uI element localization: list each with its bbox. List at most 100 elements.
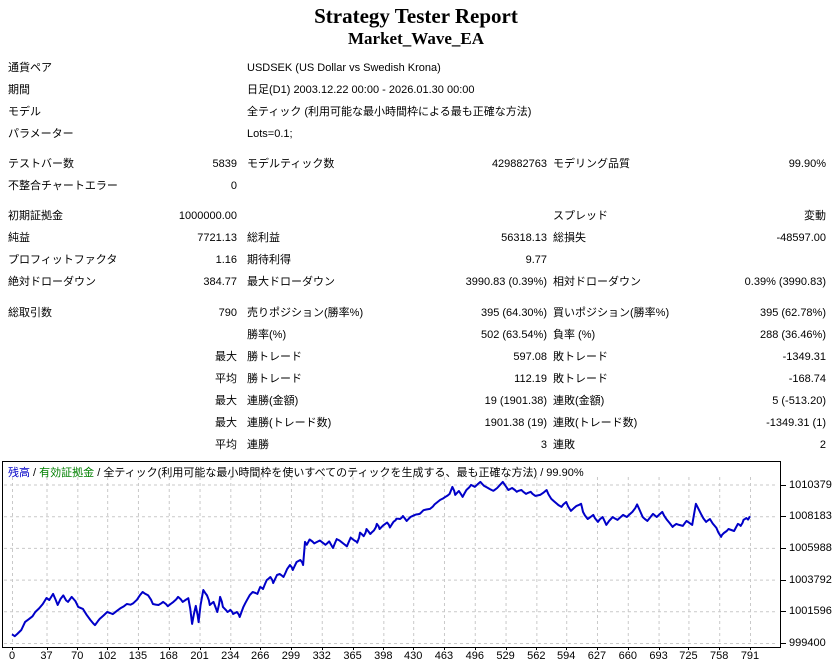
x-axis-tick [536,647,538,650]
report-row: 初期証拠金 1000000.00 スプレッド 変動 [0,208,832,228]
report-label-2: 売りポジション(勝率%) [247,307,364,319]
report-label-3: モデリング品質 [553,158,630,170]
legend-balance-label: 残高 [8,467,30,479]
report-label-2: 日足(D1) 2003.12.22 00:00 - 2026.01.30 00:… [247,84,475,96]
report-value-1: 384.77 [203,276,237,288]
x-axis-label: 234 [221,650,240,662]
x-axis-tick [383,647,385,650]
report-value-3: 5 (-513.20) [772,395,826,407]
report-value-1: 5839 [212,158,237,170]
report-label-1: 期間 [8,84,30,96]
report-row: テストバー数 5839 モデルティック数 429882763 モデリング品質 9… [0,156,832,176]
report-value-3: 99.90% [788,158,826,170]
report-value-2: 9.77 [525,254,547,266]
legend-model-text: 全ティック(利用可能な最小時間枠を使いすべてのティックを生成する、最も正確な方法… [103,467,584,479]
report-label-1: プロフィットファクタ [8,254,118,266]
x-axis-label: 398 [374,650,393,662]
report-label-1: 通貨ペア [8,62,52,74]
report-value-2: 56318.13 [501,232,547,244]
report-value-3: 288 (36.46%) [759,329,826,341]
x-axis-tick [260,647,262,650]
report-value-1: 1000000.00 [178,210,237,222]
report-row: 不整合チャートエラー 0 [0,178,832,198]
report-label-1: 絶対ドローダウン [8,276,96,288]
report-value-1: 1.16 [215,254,237,266]
x-axis-tick [658,647,660,650]
x-axis-label: 627 [587,650,607,662]
report-label-1: 不整合チャートエラー [8,180,118,192]
report-row: パラメーター Lots=0.1; [0,126,832,146]
report-label-3: 連敗(トレード数) [553,417,638,429]
report-value-2: 395 (64.30%) [480,307,547,319]
report-label-2: モデルティック数 [247,158,335,170]
y-axis-tick [781,579,786,581]
report-row: 最大 連勝(トレード数) 1901.38 (19) 連敗(トレード数) -134… [0,415,832,435]
x-axis-tick [137,647,139,650]
report-label-1: モデル [8,106,41,118]
report-label-2: 最大ドローダウン [247,276,335,288]
report-label-3: 連敗 [553,439,575,451]
ea-name: Market_Wave_EA [348,29,484,48]
report-label-3: 相対ドローダウン [553,276,641,288]
report-label-3: 連敗(金額) [553,395,605,407]
x-axis-tick [321,647,323,650]
legend-equity-label: 有効証拠金 [39,467,95,479]
legend-separator: / [30,467,40,479]
report-row: 通貨ペア USDSEK (US Dollar vs Swedish Krona) [0,60,832,80]
x-axis-label: 791 [740,650,760,662]
report-label-3: 敗トレード [553,373,608,385]
x-axis-label: 725 [679,650,698,662]
x-axis-tick [77,647,79,650]
report-label-2: 期待利得 [247,254,291,266]
x-axis-tick [750,647,751,650]
report-value-1: 0 [230,180,237,192]
report-value-2: 597.08 [513,351,547,363]
x-axis-tick [107,647,109,650]
equity-chart: 残高 / 有効証拠金 / 全ティック(利用可能な最小時間枠を使いすべてのティック… [2,461,781,648]
x-axis-label: 463 [434,650,454,662]
report-label-1: 純益 [8,232,30,244]
balance-curve [11,480,751,638]
y-axis-tick [781,611,786,613]
x-axis-label: 201 [190,650,209,662]
x-axis-label: 693 [649,650,668,662]
report-label-2: 全ティック (利用可能な最小時間枠による最も正確な方法) [247,106,532,118]
x-axis-tick [596,647,598,650]
y-axis-label: 1008183 [789,510,832,523]
report-value-2: 112.19 [514,373,547,385]
report-label-1: 総取引数 [8,307,52,319]
x-axis-label: 332 [312,650,331,662]
x-axis-label: 594 [557,650,576,662]
report-value-3: 変動 [804,210,826,222]
report-value-1: 最大 [215,351,237,363]
report-row: モデル 全ティック (利用可能な最小時間枠による最も正確な方法) [0,104,832,124]
report-value-3: -168.74 [788,373,826,385]
y-axis-label: 999400 [789,637,826,649]
report-value-1: 平均 [215,439,237,451]
x-axis-tick [443,647,445,650]
chart-legend: 残高 / 有効証拠金 / 全ティック(利用可能な最小時間枠を使いすべてのティック… [8,464,584,480]
x-axis-label: 168 [159,650,178,662]
x-axis-tick [474,647,476,650]
x-axis-label: 70 [71,650,84,662]
x-axis-tick [230,647,232,650]
report-value-1: 790 [218,307,237,319]
legend-separator: / [94,467,104,479]
report-value-1: 最大 [215,417,237,429]
report-value-2: 19 (1901.38) [484,395,547,407]
report-value-2: 3 [540,439,547,451]
x-axis-label: 529 [496,650,515,662]
report-row: 期間 日足(D1) 2003.12.22 00:00 - 2026.01.30 … [0,82,832,102]
report-value-3: -1349.31 [782,351,826,363]
report-row: 絶対ドローダウン 384.77 最大ドローダウン 3990.83 (0.39%)… [0,274,832,294]
x-axis-label: 758 [710,650,729,662]
balance-curve-svg [4,477,777,644]
report-row: 純益 7721.13 総利益 56318.13 総損失 -48597.00 [0,230,832,250]
report-label-2: 連勝 [247,439,269,451]
report-row: 総取引数 790 売りポジション(勝率%) 395 (64.30%) 買いポジシ… [0,305,832,325]
report-row: 最大 連勝(金額) 19 (1901.38) 連敗(金額) 5 (-513.20… [0,393,832,413]
report-label-1: テストバー数 [8,158,74,170]
x-axis-label: 496 [465,650,484,662]
y-axis-label: 1003792 [789,573,832,586]
report-value-1: 平均 [215,373,237,385]
